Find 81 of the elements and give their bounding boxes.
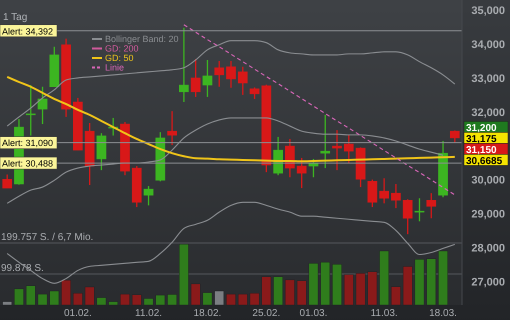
y-tick-label: 28,000	[471, 242, 505, 254]
legend-label: Linie	[105, 62, 124, 72]
text: 31,200	[466, 122, 498, 134]
legend-label: Bollinger Band: 20	[105, 34, 179, 44]
bar	[144, 298, 154, 306]
ref-line-label: Alert: 30,488	[2, 158, 54, 169]
candlestick	[226, 60, 236, 88]
bar	[26, 286, 36, 306]
x-tick-label: 18.02.	[194, 308, 222, 319]
line-series	[183, 24, 456, 196]
bar	[61, 280, 71, 306]
candlestick	[144, 185, 154, 206]
bar	[414, 259, 424, 306]
y-tick-label: 34,000	[471, 39, 505, 52]
candlestick	[190, 58, 201, 98]
candlestick	[426, 192, 436, 219]
bar	[214, 290, 224, 306]
x-tick-label: 25.02.	[252, 308, 280, 319]
candlestick	[238, 66, 248, 96]
legend-label: GD: 200	[105, 44, 139, 54]
text: 31,150	[466, 144, 498, 156]
y-tick-label: 33,000	[471, 72, 505, 85]
bar	[285, 280, 295, 306]
bar	[438, 250, 448, 306]
candlestick	[179, 27, 189, 103]
bar	[14, 288, 24, 306]
ref-line-label: 199.757 S. / 6,7 Mio.	[1, 232, 94, 243]
candlestick	[402, 198, 413, 235]
bar	[132, 294, 142, 306]
bar	[167, 294, 177, 306]
y-tick-label: 35,000	[471, 5, 505, 18]
bar	[202, 292, 212, 306]
candlestick	[332, 129, 342, 171]
bar	[38, 294, 48, 306]
bar	[226, 294, 236, 306]
legend-label: GD: 50	[105, 53, 134, 63]
candlestick	[344, 134, 354, 164]
text: 1 Tag	[3, 12, 28, 23]
candlestick	[96, 132, 106, 171]
bar	[156, 294, 166, 306]
candlestick	[414, 198, 424, 222]
bar	[356, 273, 366, 306]
candlestick	[296, 157, 307, 189]
x-tick-label: 11.03.	[370, 308, 398, 319]
candlestick	[450, 130, 460, 144]
bar	[50, 290, 60, 306]
candlestick	[167, 110, 177, 146]
x-tick-label: 11.02.	[135, 308, 162, 319]
candlestick	[38, 86, 48, 125]
bar	[332, 264, 342, 306]
candlestick	[2, 174, 12, 189]
bar	[391, 286, 401, 306]
bar	[344, 274, 354, 306]
candlestick	[202, 59, 212, 98]
x-tick-label: 18.03.	[429, 308, 457, 319]
y-tick-label: 27,000	[471, 276, 505, 288]
candlestick	[250, 86, 260, 100]
text: 31,175	[466, 134, 498, 145]
x-tick-label: 01.03.	[300, 308, 328, 319]
candlestick	[320, 114, 330, 169]
bar	[402, 266, 412, 306]
candlestick	[26, 84, 36, 136]
y-tick-label: 32,000	[471, 106, 505, 119]
bar	[2, 301, 12, 306]
ref-line-label: Alert: 31,090	[2, 138, 54, 148]
bar	[238, 294, 248, 306]
bar	[120, 294, 130, 306]
bar	[308, 263, 318, 306]
candlestick	[391, 183, 401, 209]
x-tick-label: 01.02.	[64, 308, 92, 319]
bar	[426, 258, 436, 306]
candlestick	[214, 60, 224, 88]
bar	[108, 301, 118, 306]
bar	[250, 292, 260, 306]
bar	[296, 280, 306, 306]
y-tick-label: 29,000	[471, 208, 505, 220]
ref-line-label: Alert: 34,392	[2, 26, 54, 36]
bar	[320, 262, 330, 306]
bar	[96, 297, 106, 306]
y-tick-label: 30,000	[471, 174, 505, 187]
text: 30,6685	[466, 156, 503, 167]
